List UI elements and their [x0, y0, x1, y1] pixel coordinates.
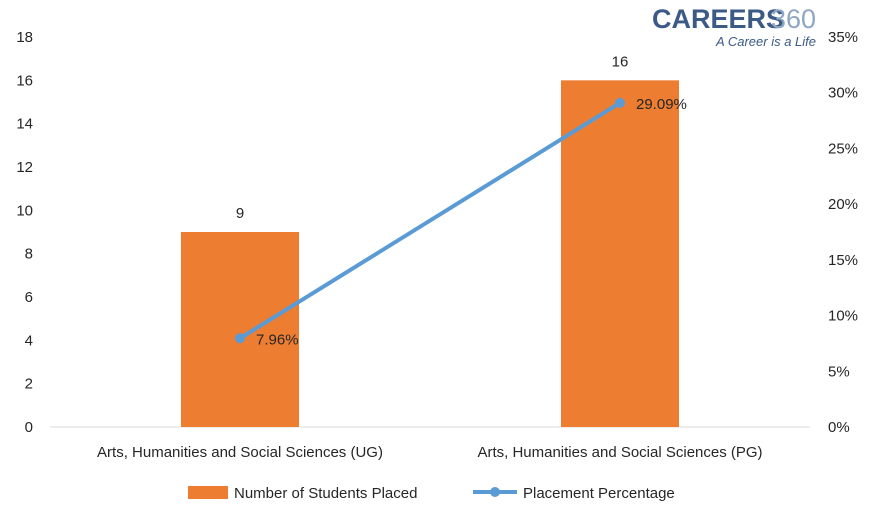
left-y-tick-label: 4: [25, 332, 33, 349]
left-y-tick-label: 16: [16, 72, 33, 89]
right-y-tick-label: 0%: [828, 419, 850, 436]
legend-bar-label: Number of Students Placed: [234, 485, 417, 502]
legend-bar-swatch: [188, 486, 228, 499]
line-data-label: 7.96%: [256, 331, 299, 348]
category-label: Arts, Humanities and Social Sciences (UG…: [97, 444, 383, 461]
left-y-tick-label: 8: [25, 246, 33, 263]
data-labels: 9 16 7.96% 29.09%: [236, 53, 687, 348]
right-y-tick-label: 10%: [828, 308, 858, 325]
bar: [561, 80, 679, 427]
legend-line-label: Placement Percentage: [523, 485, 675, 502]
left-y-tick-label: 14: [16, 116, 33, 133]
category-labels: Arts, Humanities and Social Sciences (UG…: [97, 444, 763, 461]
legend-line-marker: [490, 487, 500, 497]
category-label: Arts, Humanities and Social Sciences (PG…: [477, 444, 762, 461]
right-y-tick-label: 20%: [828, 196, 858, 213]
right-y-tick-label: 25%: [828, 140, 858, 157]
line-point: [615, 97, 625, 108]
bar-data-label: 9: [236, 205, 244, 222]
right-y-tick-label: 30%: [828, 85, 858, 102]
line-point: [235, 333, 245, 344]
right-y-tick-label: 35%: [828, 29, 858, 46]
line-series: [235, 97, 625, 344]
placement-percentage-line: [238, 101, 622, 341]
left-y-tick-label: 10: [16, 202, 33, 219]
left-y-tick-label: 6: [25, 289, 33, 306]
bar: [181, 232, 299, 427]
bar-series: [181, 80, 679, 427]
logo-wordmark: CAREERS: [652, 4, 784, 34]
left-y-tick-label: 12: [16, 159, 33, 176]
legend: Number of Students Placed Placement Perc…: [188, 485, 675, 502]
careers360-logo: CAREERS 360 A Career is a Life: [652, 4, 816, 49]
line-data-label: 29.09%: [636, 96, 687, 113]
logo-tagline: A Career is a Life: [715, 34, 816, 49]
logo-number: 360: [771, 4, 816, 34]
right-y-tick-label: 5%: [828, 363, 850, 380]
left-y-axis: 0 2 4 6 8 10 12 14 16 18: [16, 29, 33, 436]
left-y-tick-label: 0: [25, 419, 33, 436]
left-y-tick-label: 18: [16, 29, 33, 46]
right-y-axis: 0% 5% 10% 15% 20% 25% 30% 35%: [828, 29, 858, 436]
right-y-tick-label: 15%: [828, 252, 858, 269]
bar-data-label: 16: [612, 53, 629, 70]
left-y-tick-label: 2: [25, 376, 33, 393]
